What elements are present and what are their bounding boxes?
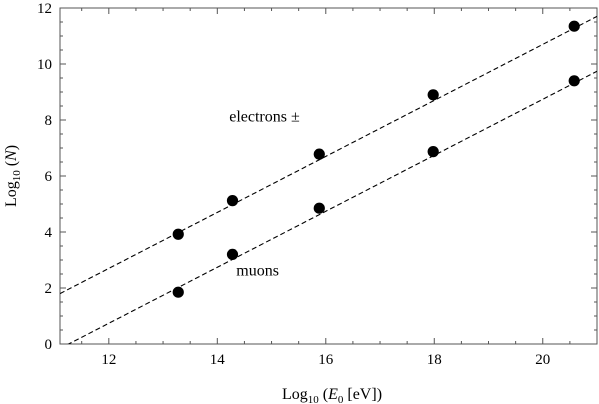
electrons-fit-line [60,15,597,295]
x-tick-label: 18 [427,352,442,368]
y-axis-label: Log10 (N) [3,145,23,207]
y-tick-label: 8 [45,113,53,129]
electrons-data-point [172,228,184,240]
x-axis-label: Log10 (E0 [eV]) [282,386,382,404]
muons-data-point [172,286,184,298]
electrons-data-point [226,195,239,207]
electrons-data-point [313,148,325,160]
annotations-layer: electrons ± muons [229,108,300,279]
points-layer [172,20,580,298]
muons-data-point [427,146,439,158]
ticks-layer: 12 14 16 18 20 0 2 4 6 8 10 12 [37,1,598,368]
y-tick-label: 0 [45,337,53,353]
muons-data-point [568,75,580,87]
electrons-data-point [568,20,580,32]
muons-data-point [313,202,325,214]
x-tick-label: 20 [535,352,550,368]
x-tick-label: 16 [318,352,334,368]
electrons-data-point [427,89,439,101]
x-tick-label: 14 [210,352,226,368]
muons-data-point [226,248,239,260]
y-tick-label: 2 [45,281,53,297]
y-tick-label: 12 [37,1,52,17]
y-tick-label: 6 [45,169,53,185]
fit-lines-layer [60,15,597,344]
y-tick-label: 4 [45,225,53,241]
muons-fit-line [67,70,597,344]
x-tick-label: 12 [101,352,116,368]
electrons-annotation: electrons ± [229,108,300,125]
y-tick-label: 10 [37,57,52,73]
muons-annotation: muons [236,262,279,279]
